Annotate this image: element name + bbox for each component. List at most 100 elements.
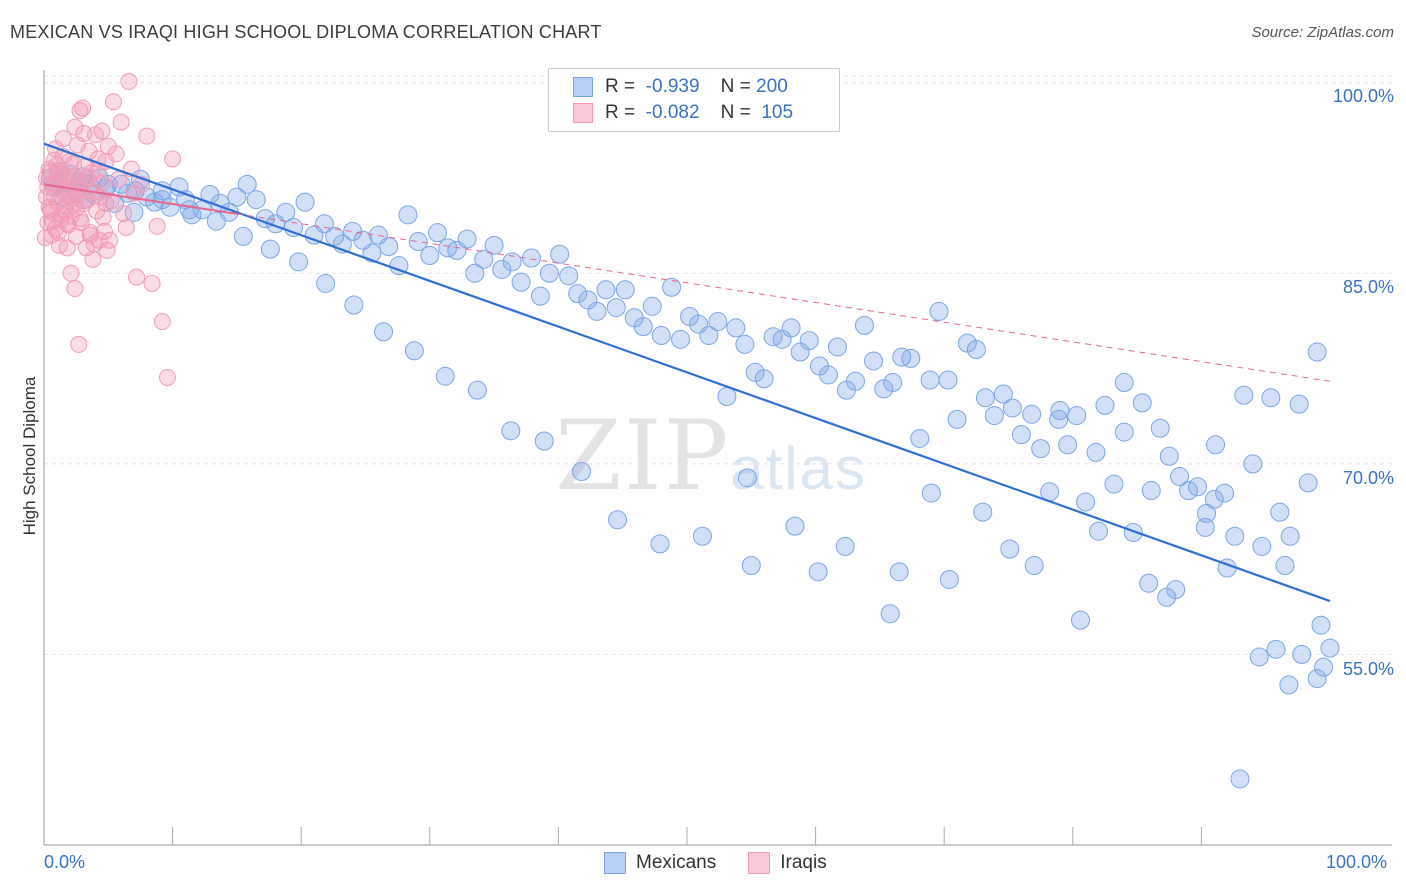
mexican-point <box>484 235 504 255</box>
iraqi-point <box>115 205 133 223</box>
mexican-point <box>511 272 531 292</box>
mexican-point <box>699 326 719 346</box>
legend-r-label: R = <box>605 102 636 123</box>
mexican-point <box>1314 657 1334 677</box>
series-legend-label: Iraqis <box>780 852 827 873</box>
series-legend-iraqis[interactable]: Iraqis <box>748 852 827 874</box>
mexican-point <box>642 296 662 316</box>
mexican-point <box>502 252 522 272</box>
mexican-point <box>633 317 653 337</box>
mexican-point <box>260 239 280 259</box>
mexican-point <box>662 277 682 297</box>
iraqi-point <box>112 113 130 131</box>
mexican-point <box>152 190 172 210</box>
mexican-point <box>1289 394 1309 414</box>
iraqi-point <box>94 208 112 226</box>
iraqi-point <box>54 130 72 148</box>
mexican-point <box>1204 489 1224 509</box>
mexican-point <box>818 365 838 385</box>
mexican-point <box>325 226 345 246</box>
mexican-point <box>428 223 448 243</box>
mexican-point <box>289 252 309 272</box>
mexican-point <box>344 295 364 315</box>
mexican-point <box>901 348 921 368</box>
iraqi-point <box>36 229 54 247</box>
mexican-point <box>938 370 958 390</box>
legend-n-label: N = <box>720 76 751 97</box>
mexican-point <box>467 380 487 400</box>
mexican-point <box>534 431 554 451</box>
mexican-point <box>1002 398 1022 418</box>
mexican-trend-line <box>43 142 1331 603</box>
legend-n-value: 200 <box>756 76 788 97</box>
correlation-legend: R = -0.939 N = 200 R = -0.082 N = 105 <box>548 68 840 132</box>
iraqi-trend-line-solid <box>43 183 238 215</box>
iraqi-point <box>93 174 111 192</box>
iraqi-point <box>158 368 176 386</box>
series-legend-mexicans[interactable]: Mexicans <box>604 852 716 874</box>
mexican-point <box>1298 473 1318 493</box>
mexican-point <box>845 371 865 391</box>
mexican-point <box>1000 539 1020 559</box>
mexican-point <box>1230 769 1250 789</box>
mexican-point <box>650 534 670 554</box>
iraqi-point <box>70 335 88 353</box>
mexican-point <box>781 318 801 338</box>
mexican-point <box>726 318 746 338</box>
iraqi-point <box>58 215 76 233</box>
watermark: ZIPatlas <box>555 400 867 512</box>
mexican-point <box>246 190 266 210</box>
iraqi-point <box>58 239 76 257</box>
mexican-point <box>615 280 635 300</box>
iraqi-point <box>110 170 128 188</box>
iraqi-point <box>95 222 113 240</box>
mexican-point <box>1234 385 1254 405</box>
mexican-point <box>572 461 592 481</box>
mexican-point <box>1024 555 1044 575</box>
mexican-point <box>717 387 737 407</box>
y-tick-label: 55.0% <box>1342 659 1394 679</box>
iraqi-point <box>153 313 171 331</box>
mexican-point <box>283 218 303 238</box>
iraqi-point <box>75 194 93 212</box>
mexican-point <box>920 370 940 390</box>
mexican-point <box>1292 644 1312 664</box>
mexican-point <box>1188 477 1208 497</box>
mexican-point <box>179 200 199 220</box>
mexican-point <box>233 226 253 246</box>
legend-r-value: -0.939 <box>645 76 700 97</box>
iraqi-point <box>85 235 103 253</box>
mexican-point <box>1086 442 1106 462</box>
mexican-point <box>799 331 819 351</box>
mexican-point <box>1031 439 1051 459</box>
iraqi-point <box>101 231 119 249</box>
legend-r-value: -0.082 <box>645 102 700 123</box>
iraqi-point <box>71 102 89 120</box>
legend-n-label: N = <box>720 102 751 123</box>
mexican-point <box>737 468 757 488</box>
mexican-point <box>1076 492 1096 512</box>
mexican-point <box>1132 393 1152 413</box>
mexican-point <box>984 406 1004 426</box>
mexican-point <box>1307 669 1327 689</box>
iraqi-point <box>66 280 84 298</box>
legend-r-label: R = <box>605 76 636 97</box>
mexican-point <box>379 237 399 257</box>
mexican-point <box>227 187 247 207</box>
mexican-point <box>1249 647 1269 667</box>
iraqi-point <box>71 210 89 228</box>
mexican-point <box>966 340 986 360</box>
iraqi-point <box>62 264 80 282</box>
mexican-point <box>408 232 428 252</box>
mexican-point <box>1089 521 1109 541</box>
iraqi-point <box>117 219 135 237</box>
mexican-point <box>295 192 315 212</box>
mexican-point <box>169 177 189 197</box>
mexican-point <box>559 266 579 286</box>
watermark-zip: ZIP <box>555 400 731 512</box>
mexican-point <box>362 243 382 263</box>
iraqi-point <box>120 72 138 90</box>
iraqi-point <box>143 274 161 292</box>
x-tick-label: 0.0% <box>44 852 86 872</box>
